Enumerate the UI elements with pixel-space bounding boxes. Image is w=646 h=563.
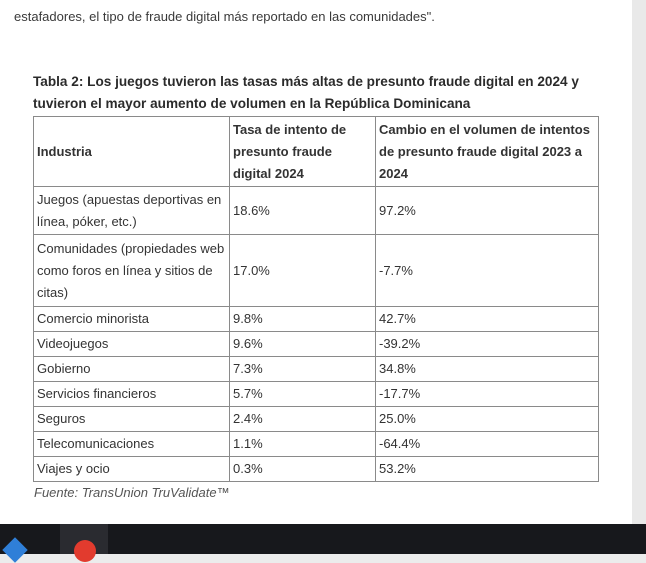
cell-rate: 9.6% bbox=[229, 331, 376, 357]
cell-change: -7.7% bbox=[375, 234, 599, 307]
cell-change: 53.2% bbox=[375, 456, 599, 482]
cell-rate: 5.7% bbox=[229, 381, 376, 407]
table-row: Servicios financieros 5.7% -17.7% bbox=[33, 381, 599, 407]
header-industria: Industria bbox=[33, 116, 230, 187]
cell-rate: 9.8% bbox=[229, 306, 376, 332]
cell-change: -17.7% bbox=[375, 381, 599, 407]
table-row: Gobierno 7.3% 34.8% bbox=[33, 356, 599, 382]
cell-change: 42.7% bbox=[375, 306, 599, 332]
cell-change: -64.4% bbox=[375, 431, 599, 457]
cell-industry: Juegos (apuestas deportivas en línea, pó… bbox=[33, 186, 230, 235]
cell-change: 25.0% bbox=[375, 406, 599, 432]
cell-industry: Gobierno bbox=[33, 356, 230, 382]
cell-industry: Viajes y ocio bbox=[33, 456, 230, 482]
source-caption: Fuente: TransUnion TruValidate™ bbox=[34, 485, 230, 500]
cell-rate: 7.3% bbox=[229, 356, 376, 382]
cell-industry: Videojuegos bbox=[33, 331, 230, 357]
scrollbar-track[interactable] bbox=[632, 0, 646, 524]
cell-rate: 2.4% bbox=[229, 406, 376, 432]
cell-change: 97.2% bbox=[375, 186, 599, 235]
cell-change: -39.2% bbox=[375, 331, 599, 357]
cell-industry: Telecomunicaciones bbox=[33, 431, 230, 457]
table-header-row: Industria Tasa de intento de presunto fr… bbox=[33, 116, 599, 187]
app-icon[interactable] bbox=[2, 537, 28, 563]
table-row: Juegos (apuestas deportivas en línea, pó… bbox=[33, 186, 599, 235]
table-row: Seguros 2.4% 25.0% bbox=[33, 406, 599, 432]
cell-industry: Servicios financieros bbox=[33, 381, 230, 407]
cell-industry: Seguros bbox=[33, 406, 230, 432]
intro-paragraph: estafadores, el tipo de fraude digital m… bbox=[14, 9, 435, 24]
cell-rate: 0.3% bbox=[229, 456, 376, 482]
fraud-table: Industria Tasa de intento de presunto fr… bbox=[33, 116, 599, 482]
header-cambio: Cambio en el volumen de intentos de pres… bbox=[375, 116, 599, 187]
cell-change: 34.8% bbox=[375, 356, 599, 382]
header-tasa: Tasa de intento de presunto fraude digit… bbox=[229, 116, 376, 187]
table-row: Comercio minorista 9.8% 42.7% bbox=[33, 306, 599, 332]
table-row: Telecomunicaciones 1.1% -64.4% bbox=[33, 431, 599, 457]
browser-icon[interactable] bbox=[74, 540, 96, 562]
cell-rate: 17.0% bbox=[229, 234, 376, 307]
table-row: Comunidades (propiedades web como foros … bbox=[33, 234, 599, 307]
cell-rate: 18.6% bbox=[229, 186, 376, 235]
taskbar bbox=[0, 524, 646, 563]
document-page: estafadores, el tipo de fraude digital m… bbox=[0, 0, 632, 524]
cell-industry: Comunidades (propiedades web como foros … bbox=[33, 234, 230, 307]
table-title: Tabla 2: Los juegos tuvieron las tasas m… bbox=[33, 74, 579, 111]
cell-industry: Comercio minorista bbox=[33, 306, 230, 332]
table-row: Viajes y ocio 0.3% 53.2% bbox=[33, 456, 599, 482]
cell-rate: 1.1% bbox=[229, 431, 376, 457]
table-row: Videojuegos 9.6% -39.2% bbox=[33, 331, 599, 357]
